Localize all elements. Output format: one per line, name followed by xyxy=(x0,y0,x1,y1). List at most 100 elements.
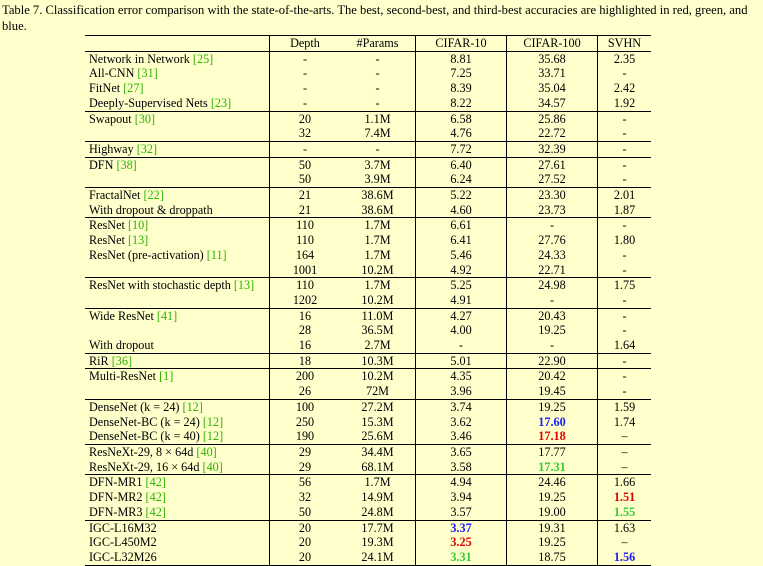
method-cell: IGC-L450M2 xyxy=(85,535,270,550)
depth-cell: 29 xyxy=(269,443,340,460)
cifar100-cell: 19.31 xyxy=(506,519,598,536)
depth-cell: - xyxy=(302,66,308,81)
table-row: With dropout & droppath 21 38.6M 4.60 23.73 1… xyxy=(85,202,651,218)
cifar10-cell: 6.40 xyxy=(415,156,507,173)
method-cell: ResNet [13] xyxy=(85,233,270,248)
method-name: DFN-MR1 xyxy=(89,475,143,490)
method-cell: Wide ResNet [41] xyxy=(85,307,270,324)
cifar100-cell: 17.77 xyxy=(506,443,598,460)
svhn-cell: - xyxy=(597,110,651,127)
depth-cell: 1001 xyxy=(292,262,318,277)
depth-cell: 20 xyxy=(269,519,340,536)
params-cell: 11.0M xyxy=(340,307,416,324)
svhn-cell: 2.01 xyxy=(597,187,651,203)
svhn-cell: 1.87 xyxy=(613,202,636,217)
svhn-cell: 1.75 xyxy=(597,277,651,293)
svhn-cell: 1.80 xyxy=(613,233,636,248)
table-row: DenseNet (k = 24) [12] 100 27.2M 3.74 19.25 1… xyxy=(85,398,651,415)
svhn-cell: 1.74 xyxy=(613,414,636,429)
params-cell: 7.4M xyxy=(340,126,416,142)
method-name: FractalNet xyxy=(89,188,141,203)
header-svhn: SVHN xyxy=(597,35,651,52)
cifar100-cell: 22.72 xyxy=(506,126,598,142)
cifar10-cell: 4.00 xyxy=(415,323,507,339)
params-cell: 24.1M xyxy=(340,549,416,566)
depth-cell: 29 xyxy=(298,459,312,474)
svhn-cell: 1.63 xyxy=(597,519,651,536)
params-cell: - xyxy=(340,140,416,158)
cifar10-cell: 5.01 xyxy=(415,352,507,369)
citation-ref: [12] xyxy=(202,429,224,444)
params-cell: 34.4M xyxy=(340,443,416,460)
depth-cell: 32 xyxy=(298,490,312,505)
method-cell: DenseNet-BC (k = 40) [12] xyxy=(85,429,270,445)
table-row: IGC-L450M2 20 19.3M 3.25 19.25 – xyxy=(85,535,651,550)
cifar10-cell: - xyxy=(415,338,507,354)
method-name: DFN-MR2 xyxy=(89,490,143,505)
citation-ref: [22] xyxy=(143,188,164,203)
method-name: RiR xyxy=(89,353,109,368)
cifar10-cell: 6.58 xyxy=(415,110,507,127)
method-name: DenseNet (k = 24) xyxy=(89,399,180,414)
citation-ref: [31] xyxy=(137,66,158,81)
method-cell xyxy=(85,384,270,400)
svhn-cell: - xyxy=(622,172,627,187)
cifar100-cell: 33.71 xyxy=(506,66,598,82)
cifar10-cell: 8.22 xyxy=(415,95,507,112)
params-cell: 1.7M xyxy=(340,474,416,491)
citation-ref: [42] xyxy=(145,475,166,490)
depth-cell: 20 xyxy=(269,110,340,127)
citation-ref: [12] xyxy=(202,414,224,429)
cifar100-cell: 20.43 xyxy=(506,307,598,324)
table-row: Wide ResNet [41] 16 11.0M 4.27 20.43- xyxy=(85,307,651,324)
table-row: Deeply-Supervised Nets [23] - -8.22 34.57 1.… xyxy=(85,95,651,112)
header-params: #Params xyxy=(340,35,416,52)
cifar10-cell: 8.39 xyxy=(415,81,507,96)
svhn-cell: 1.92 xyxy=(613,95,636,110)
method-name: DFN xyxy=(89,157,114,172)
depth-cell: 56 xyxy=(269,474,340,491)
svhn-cell: – xyxy=(597,443,651,460)
depth-cell: 1202 xyxy=(292,292,318,307)
method-cell: DenseNet (k = 24) [12] xyxy=(85,398,270,415)
method-cell: ResNeXt-29, 16 × 64d [40] xyxy=(85,459,270,475)
depth-cell: 21 xyxy=(269,187,340,203)
params-cell: 27.2M xyxy=(340,398,416,415)
method-cell: FitNet [27] xyxy=(85,81,270,96)
method-name: All-CNN xyxy=(89,66,135,81)
table-row: Swapout [30] 20 1.1M 6.58 25.86- xyxy=(85,110,651,127)
depth-cell: 110 xyxy=(296,233,314,248)
params-cell: 25.6M xyxy=(340,429,416,445)
method-cell: FractalNet [22] xyxy=(85,187,270,203)
depth-cell: 250 xyxy=(295,414,315,429)
method-cell: With dropout xyxy=(85,338,270,354)
method-cell: With dropout & droppath xyxy=(85,202,270,218)
cifar100-cell: 22.90 xyxy=(506,352,598,369)
svhn-cell: - xyxy=(622,384,627,399)
method-cell xyxy=(85,172,270,188)
params-cell: 24.8M xyxy=(340,504,416,520)
citation-ref: [36] xyxy=(111,353,133,368)
cifar10-cell: 3.62 xyxy=(415,414,507,430)
table-row: DenseNet-BC (k = 40) [12] 190 25.6M 3.46 17.… xyxy=(85,429,651,445)
citation-ref: [13] xyxy=(127,233,149,248)
cifar10-cell: 3.46 xyxy=(415,429,507,445)
cifar10-cell: 3.96 xyxy=(415,384,507,400)
citation-ref: [27] xyxy=(123,81,144,96)
method-name: ResNet (pre-activation) xyxy=(89,247,204,262)
method-name: Highway xyxy=(89,141,134,156)
cifar100-cell: 35.68 xyxy=(506,51,598,67)
cifar10-cell: 3.25 xyxy=(415,535,507,550)
cifar10-cell: 3.57 xyxy=(415,504,507,520)
table-row: Network in Network [25] - -8.81 35.68 2.35 xyxy=(85,51,651,67)
method-name: ResNet with stochastic depth xyxy=(89,278,231,293)
svhn-cell: 2.42 xyxy=(613,81,636,96)
cifar100-cell: 19.25 xyxy=(506,398,598,415)
table-row: 1202 10.2M 4.91- - xyxy=(85,292,651,309)
svhn-cell: - xyxy=(622,323,627,338)
depth-cell: 16 xyxy=(298,338,312,353)
svhn-cell: – xyxy=(621,535,628,550)
cifar100-cell: 27.52 xyxy=(506,172,598,188)
cifar100-cell: 24.46 xyxy=(506,474,598,491)
table-row: ResNet (pre-activation) [11] 164 1.7M 5.46 2… xyxy=(85,247,651,263)
